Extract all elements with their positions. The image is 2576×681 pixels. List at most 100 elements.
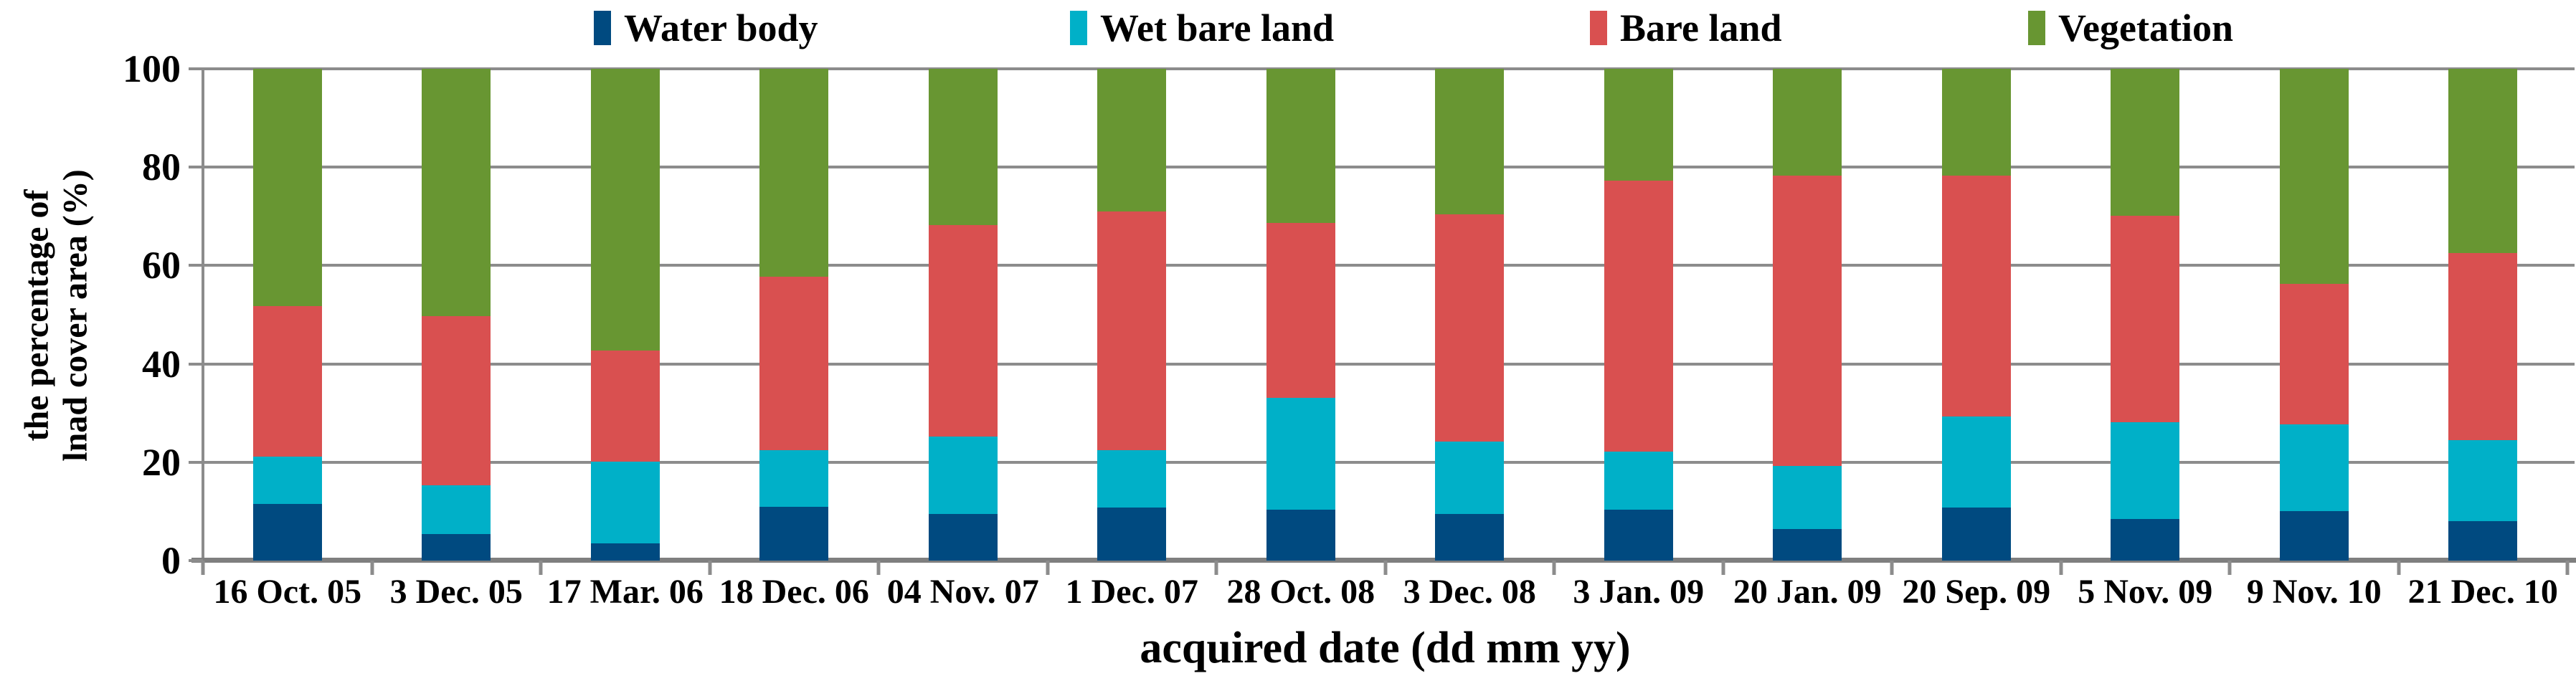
x-axis-tick-mark <box>539 561 543 575</box>
bars-container <box>203 69 2567 561</box>
segment-vegetation <box>1097 69 1167 211</box>
x-tick-label: 18 Dec. 06 <box>719 573 869 611</box>
legend-swatch-water-body-icon <box>594 11 611 45</box>
gridline-20 <box>203 460 2575 464</box>
bar-slot-5-nov-09 <box>2061 69 2230 561</box>
segment-bare-land <box>2111 216 2180 422</box>
segment-vegetation <box>759 69 829 277</box>
x-tick-label: 3 Jan. 09 <box>1573 573 1705 611</box>
x-axis-tick-mark <box>1046 561 1049 575</box>
x-axis-tick-mark <box>876 561 881 575</box>
segment-water-body <box>759 506 829 561</box>
segment-bare-land <box>1773 175 1842 466</box>
bar-slot-3-jan-09 <box>1554 69 1723 561</box>
segment-bare-land <box>252 306 322 457</box>
gridline-80 <box>203 166 2575 169</box>
segment-wet-bare-land <box>2111 422 2180 519</box>
legend-label: Water body <box>624 6 818 49</box>
y-axis-tick-mark <box>189 460 203 464</box>
segment-vegetation <box>2111 69 2180 216</box>
x-axis-tick-mark <box>2059 561 2063 575</box>
y-axis-tick-mark <box>189 67 203 70</box>
x-axis-tick-mark <box>1552 561 1556 575</box>
x-tick-label: 3 Dec. 08 <box>1403 573 1536 611</box>
segment-water-body <box>1266 510 1335 561</box>
bar-slot-20-jan-09 <box>1723 69 1893 561</box>
segment-water-body <box>2279 511 2349 561</box>
segment-bare-land <box>1604 180 1673 452</box>
x-tick-label: 20 Jan. 09 <box>1733 573 1882 611</box>
stacked-bar-20-sep-09 <box>1941 69 2011 561</box>
segment-water-body <box>252 504 322 561</box>
stacked-bar-5-nov-09 <box>2111 69 2180 561</box>
segment-bare-land <box>1435 214 1505 442</box>
stacked-bar-21-dec-10 <box>2448 69 2518 561</box>
legend-swatch-bare-land-icon <box>1590 11 1607 45</box>
x-tick-label: 20 Sep. 09 <box>1902 573 2051 611</box>
stacked-bar-3-dec-08 <box>1435 69 1505 561</box>
legend-item-bare-land: Bare land <box>1590 9 1782 47</box>
y-axis-tick-mark <box>189 264 203 267</box>
x-axis-title: acquired date (dd mm yy) <box>1140 624 1631 672</box>
segment-wet-bare-land <box>759 449 829 507</box>
segment-wet-bare-land <box>1604 451 1673 510</box>
segment-vegetation <box>1604 69 1673 181</box>
bar-slot-20-sep-09 <box>1892 69 2061 561</box>
x-axis-tick-mark <box>1721 561 1725 575</box>
x-tick-label: 28 Oct. 08 <box>1226 573 1375 611</box>
segment-bare-land <box>928 225 998 437</box>
segment-wet-bare-land <box>1941 416 2011 508</box>
legend-item-water-body: Water body <box>594 9 818 47</box>
segment-vegetation <box>590 69 660 351</box>
bar-slot-9-nov-10 <box>2230 69 2399 561</box>
x-tick-label: 1 Dec. 07 <box>1065 573 1198 611</box>
segment-water-body <box>422 533 491 561</box>
bar-slot-3-dec-08 <box>1386 69 1555 561</box>
bar-slot-17-mar-06 <box>541 69 710 561</box>
stacked-bar-9-nov-10 <box>2279 69 2349 561</box>
segment-vegetation <box>928 69 998 226</box>
x-axis-tick-mark <box>2227 561 2232 575</box>
segment-bare-land <box>1097 211 1167 451</box>
segment-water-body <box>1941 507 2011 561</box>
y-tick-label: 80 <box>142 146 181 189</box>
bar-slot-21-dec-10 <box>2399 69 2568 561</box>
y-axis-tick-mark <box>189 166 203 169</box>
y-tick-label: 20 <box>142 440 181 484</box>
legend-label: Bare land <box>1620 6 1782 49</box>
legend-label: Vegetation <box>2058 6 2233 49</box>
segment-wet-bare-land <box>590 462 660 543</box>
segment-water-body <box>1435 513 1505 561</box>
bar-slot-1-dec-07 <box>1048 69 1217 561</box>
segment-wet-bare-land <box>928 437 998 514</box>
gridline-100 <box>203 67 2575 70</box>
stacked-bar-18-dec-06 <box>759 69 829 561</box>
segment-wet-bare-land <box>1773 465 1842 530</box>
stacked-bar-28-oct-08 <box>1266 69 1335 561</box>
stacked-bar-16-oct-05 <box>252 69 322 561</box>
segment-vegetation <box>422 69 491 317</box>
legend-item-vegetation: Vegetation <box>2028 9 2233 47</box>
stacked-bar-3-jan-09 <box>1604 69 1673 561</box>
segment-water-body <box>2448 521 2518 561</box>
y-axis-tick-mark <box>189 559 203 562</box>
segment-vegetation <box>2279 69 2349 285</box>
x-axis-tick-mark <box>2397 561 2400 575</box>
segment-water-body <box>928 513 998 561</box>
segment-wet-bare-land <box>252 456 322 505</box>
bar-slot-18-dec-06 <box>710 69 879 561</box>
legend-item-wet-bare-land: Wet bare land <box>1070 9 1334 47</box>
y-axis-tick-labels: 100 80 60 40 20 0 <box>0 49 181 580</box>
x-tick-label: 3 Dec. 05 <box>389 573 523 611</box>
segment-vegetation <box>2448 69 2518 253</box>
y-axis-line <box>202 67 204 572</box>
segment-water-body <box>2111 518 2180 561</box>
segment-vegetation <box>1266 69 1335 224</box>
legend-swatch-vegetation-icon <box>2028 11 2045 45</box>
plot-area <box>189 67 2576 575</box>
x-tick-label: 21 Dec. 10 <box>2407 573 2558 611</box>
y-tick-label: 0 <box>161 539 181 582</box>
stacked-bar-04-nov-07 <box>928 69 998 561</box>
segment-wet-bare-land <box>1097 450 1167 508</box>
x-tick-label: 5 Nov. 09 <box>2078 573 2213 611</box>
